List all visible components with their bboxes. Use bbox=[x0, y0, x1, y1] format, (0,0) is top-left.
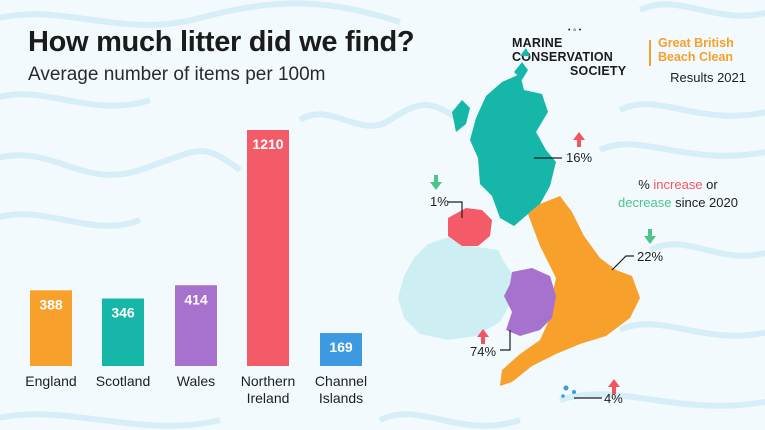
map-legend: % increase or decrease since 2020 bbox=[598, 176, 758, 212]
category-label: Scotland bbox=[96, 373, 150, 389]
category-label: Channel bbox=[315, 373, 367, 389]
bar-scotland bbox=[102, 298, 144, 366]
map-region-england bbox=[500, 196, 640, 386]
results-year-label: Results 2021 bbox=[670, 70, 746, 85]
logo-org-name: MARINE CONSERVATION SOCIETY bbox=[512, 36, 640, 78]
legend-or: or bbox=[702, 177, 718, 192]
logo-event-name: Great British Beach Clean bbox=[658, 36, 758, 64]
category-label: Northern bbox=[241, 373, 295, 389]
arrow-up-icon bbox=[608, 379, 620, 394]
arrow-down-icon bbox=[430, 175, 442, 190]
leader-line-northern-ireland bbox=[448, 201, 463, 218]
category-label: England bbox=[25, 373, 76, 389]
legend-since: since 2020 bbox=[671, 195, 738, 210]
bar-value-label: 346 bbox=[111, 305, 135, 321]
bar-value-label: 1210 bbox=[252, 136, 283, 152]
chart-subtitle: Average number of items per 100m bbox=[28, 64, 326, 85]
bar-value-label: 169 bbox=[329, 339, 353, 355]
bar-wales bbox=[175, 285, 217, 366]
change-label-northern-ireland: 1% bbox=[430, 194, 449, 209]
arrow-up-icon bbox=[573, 132, 585, 147]
map-region-scotland bbox=[470, 74, 556, 226]
bar-value-label: 414 bbox=[184, 291, 208, 307]
map-region-wales bbox=[504, 268, 556, 336]
legend-line-2: decrease since 2020 bbox=[598, 194, 758, 212]
legend-prefix: % bbox=[638, 177, 654, 192]
legend-line-1: % increase or bbox=[598, 176, 758, 194]
bar-england bbox=[30, 290, 72, 366]
map-region-northern-ireland bbox=[448, 208, 492, 246]
map-region-channel-islands bbox=[561, 385, 576, 398]
leader-line-wales bbox=[500, 330, 511, 351]
logo-org-line2: SOCIETY bbox=[570, 64, 627, 78]
arrow-up-icon bbox=[477, 329, 489, 344]
map-region-ireland bbox=[398, 236, 514, 340]
legend-decrease: decrease bbox=[618, 195, 672, 210]
chart-title: How much litter did we find? bbox=[28, 26, 415, 58]
category-label: Ireland bbox=[247, 390, 290, 406]
arrow-down-icon bbox=[644, 229, 656, 244]
logo-event-line2: Beach Clean bbox=[658, 50, 734, 64]
bar-northern-ireland bbox=[247, 130, 289, 366]
map-region-scottish-islands bbox=[452, 48, 530, 132]
logo-divider bbox=[649, 40, 651, 66]
change-label-wales: 74% bbox=[470, 344, 496, 359]
change-label-channel-islands: 4% bbox=[604, 391, 623, 406]
bar-chart: 388 England 346 Scotland 414 Wales 1210 Norther… bbox=[25, 130, 367, 406]
bar-value-label: 388 bbox=[39, 296, 63, 312]
change-label-england: 22% bbox=[637, 249, 663, 264]
category-label: Islands bbox=[319, 390, 363, 406]
logo-event-line1: Great British bbox=[658, 36, 734, 50]
category-label: Wales bbox=[177, 373, 215, 389]
legend-increase: increase bbox=[653, 177, 703, 192]
bar-channel-islands bbox=[320, 333, 362, 366]
leader-line-england bbox=[611, 255, 634, 271]
change-label-scotland: 16% bbox=[566, 150, 592, 165]
bubble-dots-icon: • ∘ • bbox=[568, 27, 582, 34]
logo-org-line1: MARINE CONSERVATION bbox=[512, 36, 614, 64]
logo: • ∘ • MARINE CONSERVATION SOCIETY Great … bbox=[512, 27, 752, 78]
